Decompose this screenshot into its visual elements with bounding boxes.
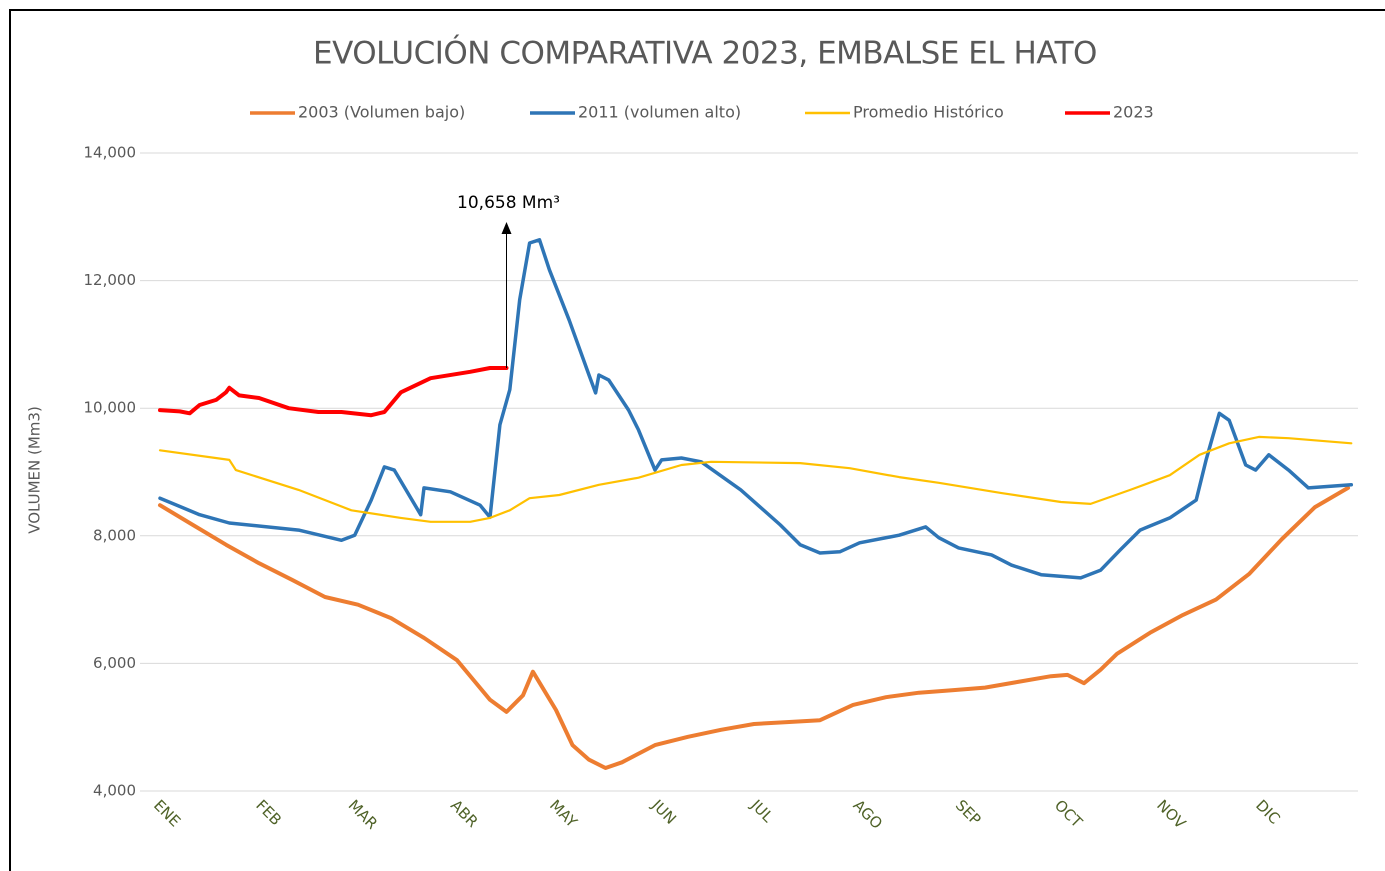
chart-title: EVOLUCIÓN COMPARATIVA 2023, EMBALSE EL H… — [313, 35, 1097, 72]
annotation-arrowhead — [501, 222, 512, 234]
y-tick-label: 4,000 — [93, 782, 136, 800]
y-tick-label: 12,000 — [84, 271, 137, 289]
legend-label: 2003 (Volumen bajo) — [298, 103, 465, 122]
legend-label: 2011 (volumen alto) — [578, 103, 741, 122]
y-tick-label: 10,000 — [84, 399, 137, 417]
series-line — [158, 238, 1354, 580]
legend-label: 2023 — [1113, 103, 1154, 122]
legend-label: Promedio Histórico — [853, 103, 1004, 122]
y-tick-label: 6,000 — [93, 654, 136, 672]
frame — [9, 9, 1385, 871]
series-line — [158, 366, 509, 418]
y-tick-label: 14,000 — [84, 144, 137, 162]
series-line — [158, 435, 1353, 523]
y-tick-label: 8,000 — [93, 526, 136, 544]
series-line — [158, 485, 1350, 770]
y-axis-label: VOLUMEN (Mm3) — [26, 406, 44, 534]
annotation-text: 10,658 Mm³ — [457, 193, 560, 213]
